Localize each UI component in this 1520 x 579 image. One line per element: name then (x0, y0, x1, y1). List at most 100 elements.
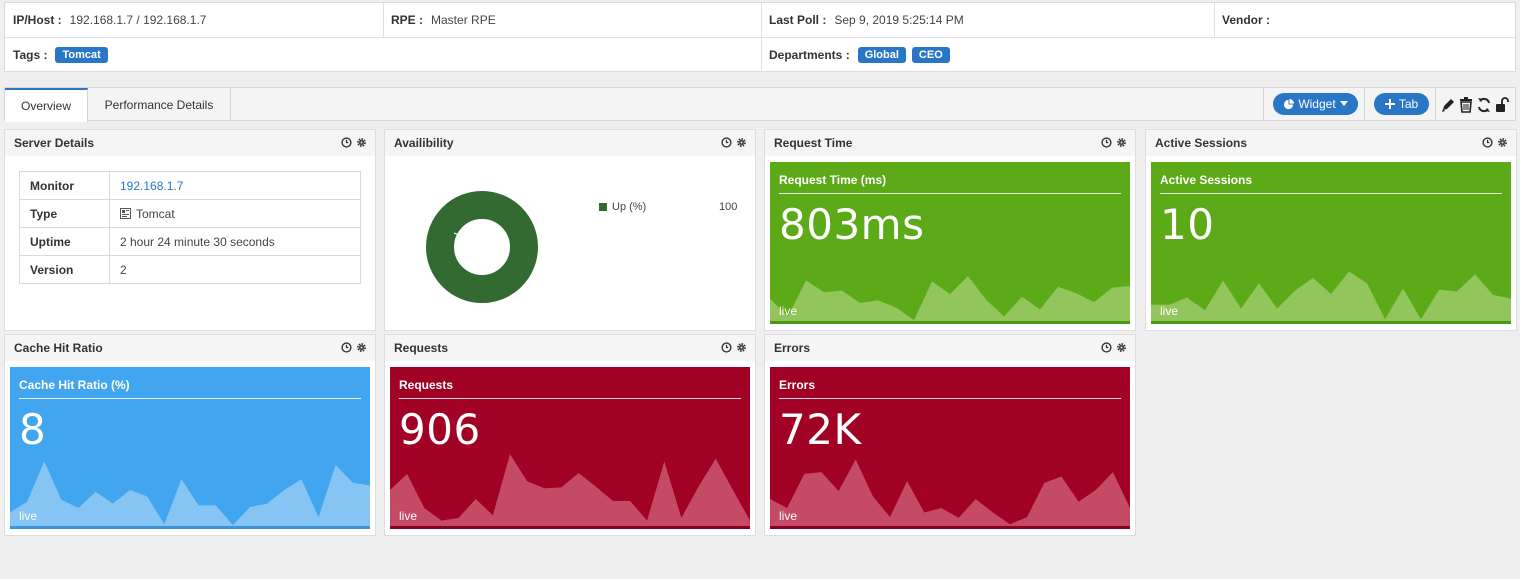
row-key: Uptime (19, 227, 110, 256)
widget-title: Request Time (774, 136, 853, 150)
tab-overview[interactable]: Overview (5, 88, 88, 122)
ip-host-field: IP/Host : 192.168.1.7 / 192.168.1.7 (5, 3, 206, 37)
trash-icon[interactable] (1459, 97, 1473, 113)
requests-widget: Requests Requests 906 live (384, 334, 756, 536)
sparkline-chart (770, 459, 1130, 526)
row-key: Monitor (19, 171, 110, 200)
live-label: live (19, 509, 38, 523)
divider (1214, 3, 1215, 37)
active-sessions-widget: Active Sessions Active Sessions 10 live (1145, 129, 1517, 331)
sparkline-chart (10, 461, 370, 526)
monitor-link[interactable]: 192.168.1.7 (120, 178, 184, 193)
card-title: Request Time (ms) (779, 173, 887, 187)
type-value: Tomcat (136, 206, 175, 221)
errors-widget: Errors Errors 72K live (764, 334, 1136, 536)
card-title: Cache Hit Ratio (%) (19, 378, 130, 392)
donut-slice-up[interactable] (426, 191, 538, 303)
add-widget-button[interactable]: Widget (1273, 93, 1358, 115)
divider (1263, 88, 1264, 121)
pie-chart-icon (1284, 98, 1295, 109)
gear-icon[interactable] (356, 342, 367, 353)
metric-value: 10 (1160, 200, 1215, 249)
metric-card[interactable]: Cache Hit Ratio (%) 8 live (10, 367, 370, 529)
metric-card[interactable]: Requests 906 live (390, 367, 750, 529)
widget-button-label: Widget (1298, 97, 1336, 111)
divider (761, 3, 762, 73)
rpe-field: RPE : Master RPE (383, 3, 496, 37)
row-key: Version (19, 255, 110, 284)
widget-title: Active Sessions (1155, 136, 1248, 150)
sparkline-chart (1151, 271, 1511, 321)
gear-icon[interactable] (736, 137, 747, 148)
metric-card[interactable]: Request Time (ms) 803ms live (770, 162, 1130, 324)
clock-icon[interactable] (721, 342, 732, 353)
table-row: Type Tomcat (19, 199, 361, 228)
caret-down-icon (1339, 101, 1348, 106)
card-title: Active Sessions (1160, 173, 1253, 187)
legend-label: Up (%) (612, 201, 647, 213)
sparkline-chart (770, 276, 1130, 321)
gear-icon[interactable] (1116, 137, 1127, 148)
sparkline-area (770, 459, 1130, 526)
live-label: live (779, 509, 798, 523)
vendor-field: Vendor : (1214, 3, 1278, 37)
legend-value: 100 (719, 201, 738, 213)
widget-header: Server Details (5, 130, 375, 156)
metric-card[interactable]: Errors 72K live (770, 367, 1130, 529)
widget-title: Server Details (14, 136, 95, 150)
pencil-icon[interactable] (1441, 97, 1455, 113)
widget-header: Requests (385, 335, 755, 361)
card-title: Errors (779, 378, 816, 392)
legend-item[interactable]: Up (%) (599, 201, 646, 213)
clock-icon[interactable] (721, 137, 732, 148)
sparkline-area (10, 461, 370, 526)
add-tab-button[interactable]: Tab (1374, 93, 1429, 115)
unlock-icon[interactable] (1495, 97, 1509, 113)
department-badge[interactable]: Global (857, 47, 906, 63)
ip-host-label: IP/Host : (13, 13, 62, 27)
legend-swatch (599, 203, 607, 211)
gear-icon[interactable] (1116, 342, 1127, 353)
cache-hit-ratio-widget: Cache Hit Ratio Cache Hit Ratio (%) 8 live (4, 334, 376, 536)
refresh-icon[interactable] (1477, 97, 1491, 113)
slice-boundary (453, 232, 460, 236)
clock-icon[interactable] (1101, 342, 1112, 353)
clock-icon[interactable] (341, 137, 352, 148)
live-label: live (399, 509, 418, 523)
availability-donut (426, 191, 538, 303)
department-badge[interactable]: CEO (911, 47, 950, 63)
server-details-widget: Server Details Monitor 192.168.1.7 Type … (4, 129, 376, 331)
gear-icon[interactable] (356, 137, 367, 148)
tab-performance-details[interactable]: Performance Details (88, 88, 231, 121)
gear-icon[interactable] (1497, 137, 1508, 148)
tag-badge[interactable]: Tomcat (55, 47, 108, 63)
tags-field: Tags : Tomcat (5, 38, 114, 72)
table-row: Uptime 2 hour 24 minute 30 seconds (19, 227, 361, 256)
widget-header: Cache Hit Ratio (5, 335, 375, 361)
gear-icon[interactable] (736, 342, 747, 353)
clock-icon[interactable] (1101, 137, 1112, 148)
monitor-info-panel: IP/Host : 192.168.1.7 / 192.168.1.7 RPE … (4, 2, 1516, 73)
live-label: live (779, 304, 798, 318)
dashboard-tab-bar: Overview Performance Details Widget Tab (4, 87, 1516, 122)
clock-icon[interactable] (341, 342, 352, 353)
last-poll-value: Sep 9, 2019 5:25:14 PM (834, 13, 964, 27)
sparkline-chart (390, 454, 750, 526)
server-type-icon (120, 207, 131, 219)
row-value: 192.168.1.7 (109, 171, 361, 200)
metric-card[interactable]: Active Sessions 10 live (1151, 162, 1511, 324)
widget-header: Request Time (765, 130, 1135, 156)
table-row: Monitor 192.168.1.7 (19, 171, 361, 200)
availability-widget: Availibility Up (%) 100 (384, 129, 756, 331)
metric-value: 906 (399, 405, 481, 454)
card-divider (1160, 193, 1502, 194)
tags-label: Tags : (13, 48, 48, 62)
card-title: Requests (399, 378, 454, 392)
ip-host-value: 192.168.1.7 / 192.168.1.7 (69, 13, 207, 27)
request-time-widget: Request Time Request Time (ms) 803ms live (764, 129, 1136, 331)
clock-icon[interactable] (1482, 137, 1493, 148)
divider (1364, 88, 1365, 121)
live-label: live (1160, 304, 1179, 318)
vendor-label: Vendor : (1222, 13, 1271, 27)
row-key: Type (19, 199, 110, 228)
